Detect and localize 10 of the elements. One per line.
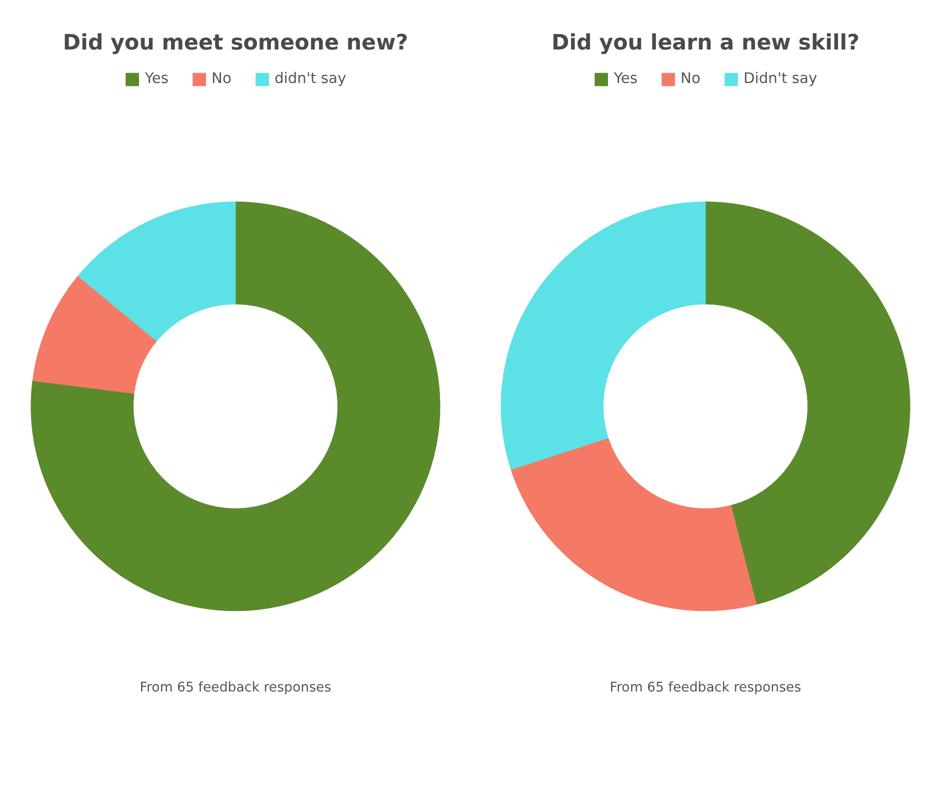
legend-label: Didn't say — [743, 70, 818, 87]
legend-label: didn't say — [274, 70, 346, 87]
legend-label: No — [211, 70, 232, 87]
chart-title: Did you meet someone new? — [62, 30, 408, 56]
legend-label: Yes — [614, 70, 638, 87]
legend-label: No — [680, 70, 700, 87]
chart-title: Did you learn a new skill? — [552, 30, 860, 56]
legend-label: Yes — [144, 70, 168, 87]
text: From 65 feedback responses — [140, 680, 332, 696]
text: From 65 feedback responses — [610, 680, 802, 696]
